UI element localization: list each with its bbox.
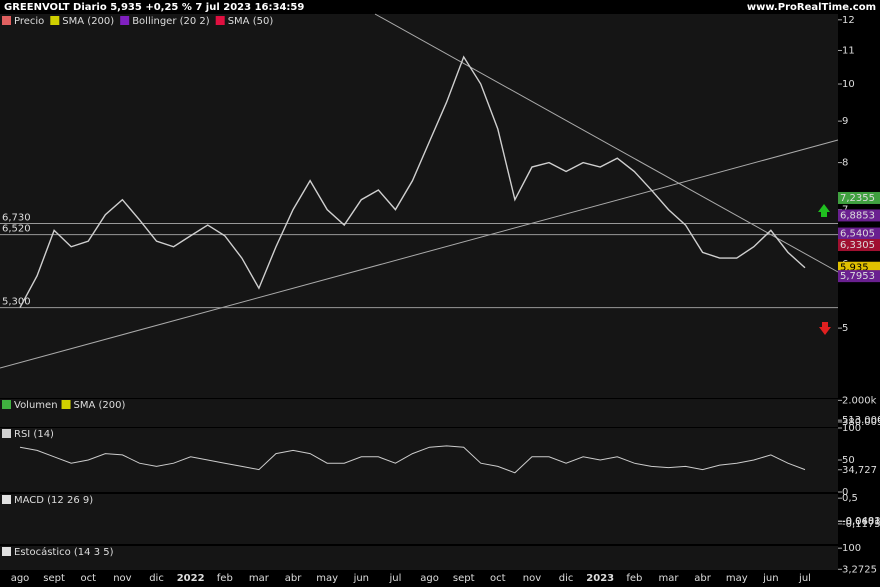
y-tick-label: 9 <box>842 116 848 127</box>
x-tick-label: may <box>316 573 338 584</box>
panel-tick-label: 100 <box>842 543 861 554</box>
panel-tick-label: 34,727 <box>842 465 877 476</box>
trend-line <box>0 139 839 369</box>
x-tick-label: nov <box>523 573 541 584</box>
x-tick-label: jun <box>762 573 778 584</box>
panel-label: SMA (200) <box>74 400 126 411</box>
price-tag <box>838 209 880 222</box>
x-tick-label: jul <box>388 573 401 584</box>
legend-swatch <box>2 16 11 25</box>
x-tick-label: dic <box>559 573 574 584</box>
price-tag <box>838 270 880 283</box>
panel-tick-label: 100 <box>842 423 861 434</box>
panel-tick-label: -0,0601 <box>842 517 880 528</box>
legend-swatch <box>120 16 130 25</box>
price-tag-label: 6,8853 <box>840 210 875 221</box>
y-tick-label: 5 <box>842 323 848 334</box>
x-tick-label: dic <box>149 573 164 584</box>
macd-panel <box>0 494 838 544</box>
trend-line <box>374 13 839 273</box>
level-label: 6,520 <box>2 224 31 235</box>
panel-label: Volumen <box>14 400 58 411</box>
panel-label: MACD (12 26 9) <box>14 495 93 506</box>
panel-label: RSI (14) <box>14 429 54 440</box>
panel-tick-label: 380.005 <box>842 417 880 428</box>
panel-tick-label: 0,5 <box>842 493 858 504</box>
panel-label: Estocástico (14 3 5) <box>14 546 114 558</box>
legend-swatch <box>61 400 71 409</box>
x-tick-label: abr <box>285 573 302 584</box>
x-tick-label: feb <box>217 573 233 584</box>
panel-tick-label: 2.000k <box>842 395 877 406</box>
x-tick-label: oct <box>80 573 96 584</box>
legend-swatch <box>2 400 11 409</box>
panel-tick-label: 0 <box>842 487 848 498</box>
x-tick-label: feb <box>626 573 642 584</box>
level-label: 5,300 <box>2 297 31 308</box>
price-tag <box>838 227 880 240</box>
panel-tick-label: -0,0483 <box>842 516 880 527</box>
legend-swatch <box>215 16 225 25</box>
x-tick-label: may <box>726 573 748 584</box>
price-tag-label: 5,7953 <box>840 271 875 282</box>
price-tag-label: 6,5405 <box>840 229 875 240</box>
legend-label: SMA (50) <box>228 16 274 27</box>
rsi-line <box>19 445 806 474</box>
y-tick-label: 8 <box>842 158 848 169</box>
signal-down <box>819 322 831 335</box>
x-tick-label: sept <box>453 573 475 584</box>
price-tag-label: 5,935 <box>840 263 869 274</box>
x-tick-label: jun <box>353 573 369 584</box>
header-site[interactable]: www.ProRealTime.com <box>747 2 876 13</box>
price-tag <box>838 191 880 204</box>
legend-label: Precio <box>14 16 44 27</box>
x-tick-label: nov <box>113 573 131 584</box>
y-tick-label: 11 <box>842 45 855 56</box>
panel-tick-label: -0,1175 <box>842 519 880 530</box>
x-tick-label: ago <box>420 573 439 584</box>
legend-swatch <box>2 495 11 504</box>
stoch-panel <box>0 546 838 570</box>
price-panel <box>0 14 838 398</box>
x-tick-label: mar <box>658 573 679 584</box>
panel-tick-label: 3,2725 <box>842 564 877 575</box>
level-label: 6,730 <box>2 212 31 223</box>
x-tick-label: 2023 <box>586 573 614 584</box>
legend-swatch <box>50 16 60 25</box>
legend-label: SMA (200) <box>62 16 114 27</box>
signal-up <box>818 204 830 217</box>
x-tick-label: sept <box>43 573 65 584</box>
legend-swatch <box>2 547 11 556</box>
x-tick-label: 2022 <box>177 573 205 584</box>
x-tick-label: ago <box>11 573 30 584</box>
legend-label: Bollinger (20 2) <box>132 16 210 27</box>
panel-tick-label: 50 <box>842 455 855 466</box>
legend-swatch <box>2 429 11 438</box>
x-tick-label: abr <box>694 573 711 584</box>
header-title: GREENVOLT Diario 5,935 +0,25 % 7 jul 202… <box>4 2 304 13</box>
x-tick-label: jul <box>798 573 811 584</box>
y-tick-label: 10 <box>842 79 855 90</box>
price-line <box>19 55 806 308</box>
x-tick-label: mar <box>249 573 270 584</box>
panel-tick-label: 513.000 <box>842 415 880 426</box>
x-tick-label: oct <box>490 573 506 584</box>
volume-panel <box>0 399 838 427</box>
price-tag <box>838 239 880 252</box>
price-tag-label: 7,2355 <box>840 193 875 204</box>
rsi-panel <box>0 428 838 492</box>
y-tick-label: 12 <box>842 15 855 26</box>
price-tag-label: 6,3305 <box>840 240 875 251</box>
